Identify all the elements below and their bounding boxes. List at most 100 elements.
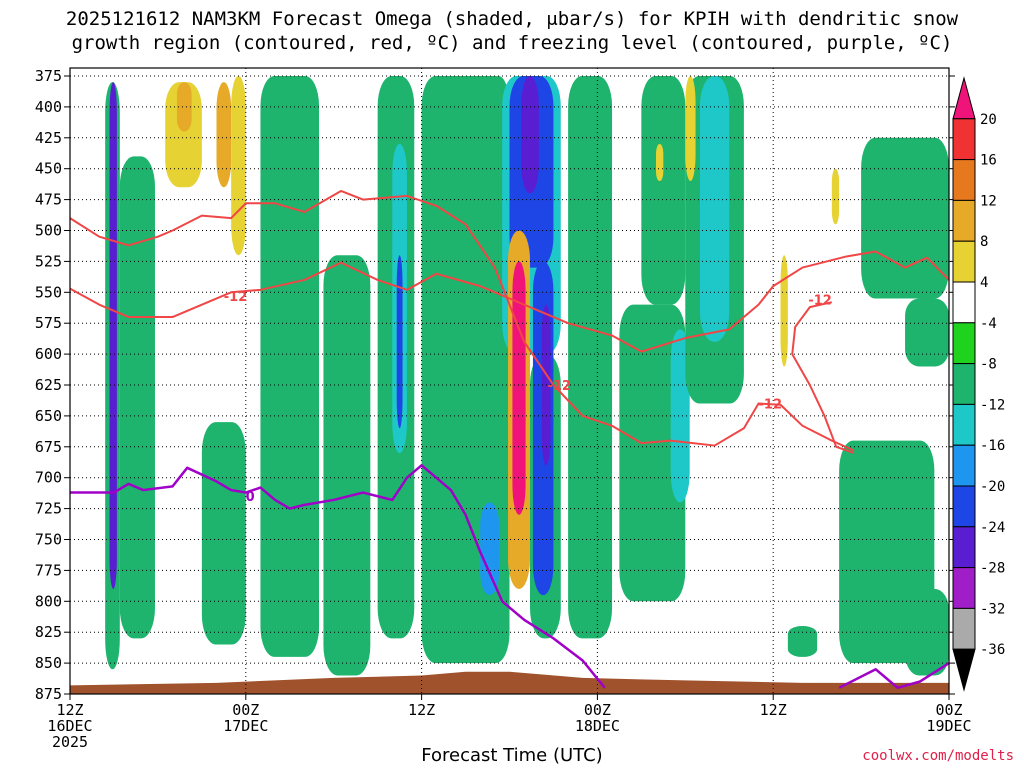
y-tick-label-600: 600 bbox=[35, 345, 62, 363]
colorbar-segment-7 bbox=[952, 363, 976, 405]
omega-cell-5 bbox=[216, 82, 232, 188]
colorbar-label-6: -8 bbox=[980, 357, 997, 373]
colorbar-label-7: -12 bbox=[980, 397, 1005, 413]
colorbar-label-5: -4 bbox=[980, 316, 997, 332]
x-tick-label-60: 00Z bbox=[935, 701, 962, 719]
freezing-level-label: 0 bbox=[246, 490, 255, 505]
plot-area bbox=[70, 68, 949, 694]
x-tick-label-0: 12Z bbox=[56, 701, 83, 719]
omega-cell-2 bbox=[119, 156, 155, 639]
colorbar-segment-bottom bbox=[952, 648, 976, 692]
colorbar-segment-13 bbox=[952, 607, 976, 650]
omega-cell-35 bbox=[831, 168, 840, 225]
plot-frame bbox=[69, 67, 950, 695]
omega-cell-21 bbox=[512, 261, 526, 515]
omega-cell-7 bbox=[201, 422, 246, 645]
chart-title-line2: growth region (contoured, red, ºC) and f… bbox=[71, 32, 953, 54]
dgz-right-contour bbox=[791, 301, 855, 454]
x-tick-sublabel-0: 16DEC bbox=[47, 717, 92, 735]
omega-cell-41 bbox=[905, 588, 949, 676]
omega-cell-16 bbox=[480, 502, 500, 596]
omega-cell-13 bbox=[396, 255, 403, 429]
dgz-upper-label: -12 bbox=[224, 290, 248, 305]
colorbar-segment-10 bbox=[952, 485, 976, 528]
colorbar-label-1: 16 bbox=[980, 153, 997, 169]
omega-cell-4 bbox=[176, 82, 192, 132]
omega-cell-1 bbox=[109, 82, 117, 589]
colorbar-label-2: 12 bbox=[980, 193, 997, 209]
colorbar-segment-5 bbox=[952, 281, 976, 324]
y-tick-label-825: 825 bbox=[35, 623, 62, 641]
freezing-level-contour bbox=[70, 464, 606, 689]
omega-cell-28 bbox=[641, 76, 686, 305]
colorbar-label-13: -36 bbox=[980, 642, 1005, 658]
y-tick-label-525: 525 bbox=[35, 252, 62, 270]
colorbar-segment-3 bbox=[952, 199, 976, 242]
source-credit: coolwx.com/modelts bbox=[862, 748, 1014, 764]
x-tick-label-24: 12Z bbox=[408, 701, 435, 719]
colorbar-label-9: -20 bbox=[980, 479, 1005, 495]
colorbar-label-0: 20 bbox=[980, 112, 997, 128]
omega-cell-27 bbox=[619, 304, 686, 602]
x-tick-label-36: 00Z bbox=[584, 701, 611, 719]
colorbar-segment-6 bbox=[952, 322, 976, 365]
omega-cell-38 bbox=[905, 298, 949, 367]
colorbar-label-10: -24 bbox=[980, 520, 1005, 536]
colorbar-label-11: -28 bbox=[980, 561, 1005, 577]
omega-cell-26 bbox=[582, 76, 605, 379]
omega-cell-3 bbox=[165, 82, 202, 188]
y-tick-label-775: 775 bbox=[35, 561, 62, 579]
colorbar-segment-4 bbox=[952, 240, 976, 283]
colorbar-segment-2 bbox=[952, 159, 976, 201]
x-tick-sublabel-12: 17DEC bbox=[223, 717, 268, 735]
omega-cell-36 bbox=[787, 626, 818, 657]
dgz-lower-contour bbox=[70, 189, 855, 452]
y-tick-label-400: 400 bbox=[35, 98, 62, 116]
omega-cell-34 bbox=[780, 255, 788, 367]
x-tick-sublabel-60: 19DEC bbox=[926, 717, 971, 735]
omega-cell-10 bbox=[323, 255, 371, 676]
y-tick-label-575: 575 bbox=[35, 314, 62, 332]
freezing-level-right-contour bbox=[838, 662, 949, 690]
terrain bbox=[70, 671, 949, 694]
x-tick-label-12: 00Z bbox=[232, 701, 259, 719]
colorbar-segment-top bbox=[952, 76, 976, 120]
colorbar-label-4: 4 bbox=[980, 275, 988, 291]
y-tick-label-375: 375 bbox=[35, 67, 62, 85]
omega-cell-33 bbox=[685, 76, 696, 182]
omega-cell-9 bbox=[275, 403, 305, 589]
colorbar-segment-1 bbox=[952, 118, 976, 161]
y-tick-label-550: 550 bbox=[35, 283, 62, 301]
y-tick-label-500: 500 bbox=[35, 222, 62, 240]
y-tick-label-450: 450 bbox=[35, 160, 62, 178]
dgz-lower-label: -12 bbox=[548, 379, 572, 394]
colorbar-label-8: -16 bbox=[980, 438, 1005, 454]
y-tick-label-850: 850 bbox=[35, 654, 62, 672]
omega-cell-40 bbox=[853, 477, 906, 602]
colorbar-segment-8 bbox=[952, 403, 976, 446]
y-tick-label-650: 650 bbox=[35, 407, 62, 425]
colorbar-label-12: -32 bbox=[980, 601, 1005, 617]
omega-cell-31 bbox=[699, 76, 730, 342]
omega-cell-19 bbox=[521, 76, 539, 194]
y-tick-label-725: 725 bbox=[35, 500, 62, 518]
y-tick-label-425: 425 bbox=[35, 129, 62, 147]
omega-cell-29 bbox=[670, 329, 690, 503]
colorbar-segment-9 bbox=[952, 444, 976, 487]
omega-cell-32 bbox=[656, 143, 664, 182]
chart-title-line1: 2025121612 NAM3KM Forecast Omega (shaded… bbox=[65, 8, 959, 30]
y-tick-label-475: 475 bbox=[35, 191, 62, 209]
y-tick-label-675: 675 bbox=[35, 438, 62, 456]
colorbar-label-3: 8 bbox=[980, 234, 988, 250]
omega-cell-37 bbox=[861, 137, 949, 299]
x-tick-label-48: 12Z bbox=[760, 701, 787, 719]
y-tick-label-625: 625 bbox=[35, 376, 62, 394]
x-axis-label: Forecast Time (UTC) bbox=[421, 745, 603, 766]
y-tick-label-700: 700 bbox=[35, 469, 62, 487]
y-tick-label-875: 875 bbox=[35, 685, 62, 703]
dgz-right-label: -12 bbox=[808, 294, 832, 309]
y-tick-label-800: 800 bbox=[35, 592, 62, 610]
colorbar-segment-12 bbox=[952, 567, 976, 609]
colorbar-segment-11 bbox=[952, 526, 976, 569]
